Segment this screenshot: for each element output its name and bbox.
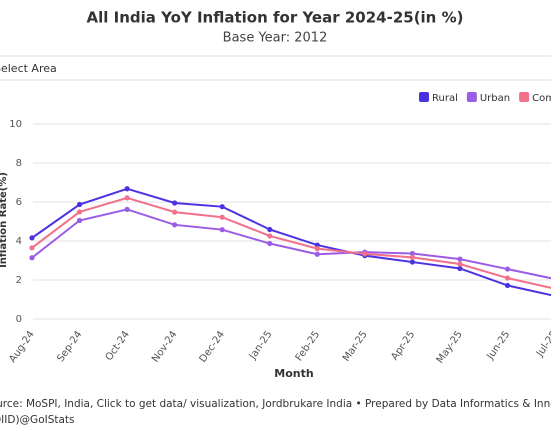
chart-title: All India YoY Inflation for Year 2024-25…: [87, 9, 464, 27]
data-point: [504, 275, 511, 281]
y-tick-label: 8: [16, 158, 22, 169]
x-tick-label: Nov-24: [150, 329, 179, 364]
series-line: [31, 196, 551, 289]
series-line: [31, 187, 551, 297]
data-point: [457, 265, 463, 272]
data-point: [457, 261, 463, 267]
data-point: [409, 254, 415, 260]
data-point: [219, 214, 225, 220]
x-tick-label: Apr-25: [389, 329, 417, 362]
data-point: [219, 227, 225, 233]
data-point: [457, 256, 463, 262]
x-axis-label: Month: [274, 367, 313, 380]
data-point: [29, 235, 35, 241]
data-point: [29, 255, 35, 261]
data-point: [29, 245, 35, 251]
data-point: [76, 217, 83, 224]
data-point: [172, 200, 178, 206]
x-tick-label: Mar-25: [341, 329, 370, 364]
data-point: [267, 226, 273, 233]
source: (DIID)@GoIStats: [0, 414, 75, 426]
x-tick-label: Jul-25: [534, 329, 551, 359]
data-point: [267, 240, 273, 247]
data-point: [362, 251, 368, 257]
data-point: [314, 251, 320, 257]
y-tick-label: 4: [16, 236, 22, 247]
data-point: [124, 186, 130, 192]
source: Source: MoSPI, India, Click to get data/…: [0, 398, 551, 410]
x-tick-label: May-25: [435, 329, 465, 365]
x-tick-label: Sep-24: [55, 329, 84, 364]
x-tick-label: Aug-24: [7, 329, 37, 365]
data-point: [219, 204, 225, 210]
y-tick-label: 6: [16, 197, 22, 208]
data-point: [504, 266, 511, 272]
data-point: [504, 282, 511, 289]
y-tick-label: 2: [16, 275, 22, 286]
x-tick-label: Jan-25: [247, 329, 275, 362]
legend-label: Rural: [432, 93, 458, 104]
filter-label[interactable]: Select Area: [0, 62, 57, 75]
data-point: [76, 201, 83, 208]
x-tick-label: Dec-24: [198, 329, 227, 365]
chart-subtitle: Base Year: 2012: [223, 31, 328, 46]
data-point: [267, 233, 273, 239]
data-point: [409, 250, 415, 257]
x-tick-label: Oct-24: [104, 329, 132, 363]
legend-swatch: [519, 92, 530, 102]
series-line: [31, 208, 551, 280]
data-point: [76, 209, 83, 215]
data-point: [172, 209, 178, 215]
y-axis-label: Inflation Rate(%): [0, 172, 9, 268]
legend-label: Urban: [480, 93, 510, 104]
y-tick-label: 0: [16, 314, 22, 325]
legend-swatch: [466, 92, 477, 102]
y-tick-label: 10: [9, 119, 22, 130]
legend-swatch: [419, 92, 429, 102]
data-point: [124, 195, 130, 201]
data-point: [409, 259, 415, 265]
data-point: [314, 246, 320, 252]
data-point: [124, 206, 130, 213]
x-tick-label: Feb-25: [294, 329, 323, 363]
data-point: [172, 222, 178, 228]
x-tick-label: Jun-25: [484, 329, 512, 362]
legend-label: Combined: [532, 93, 551, 104]
